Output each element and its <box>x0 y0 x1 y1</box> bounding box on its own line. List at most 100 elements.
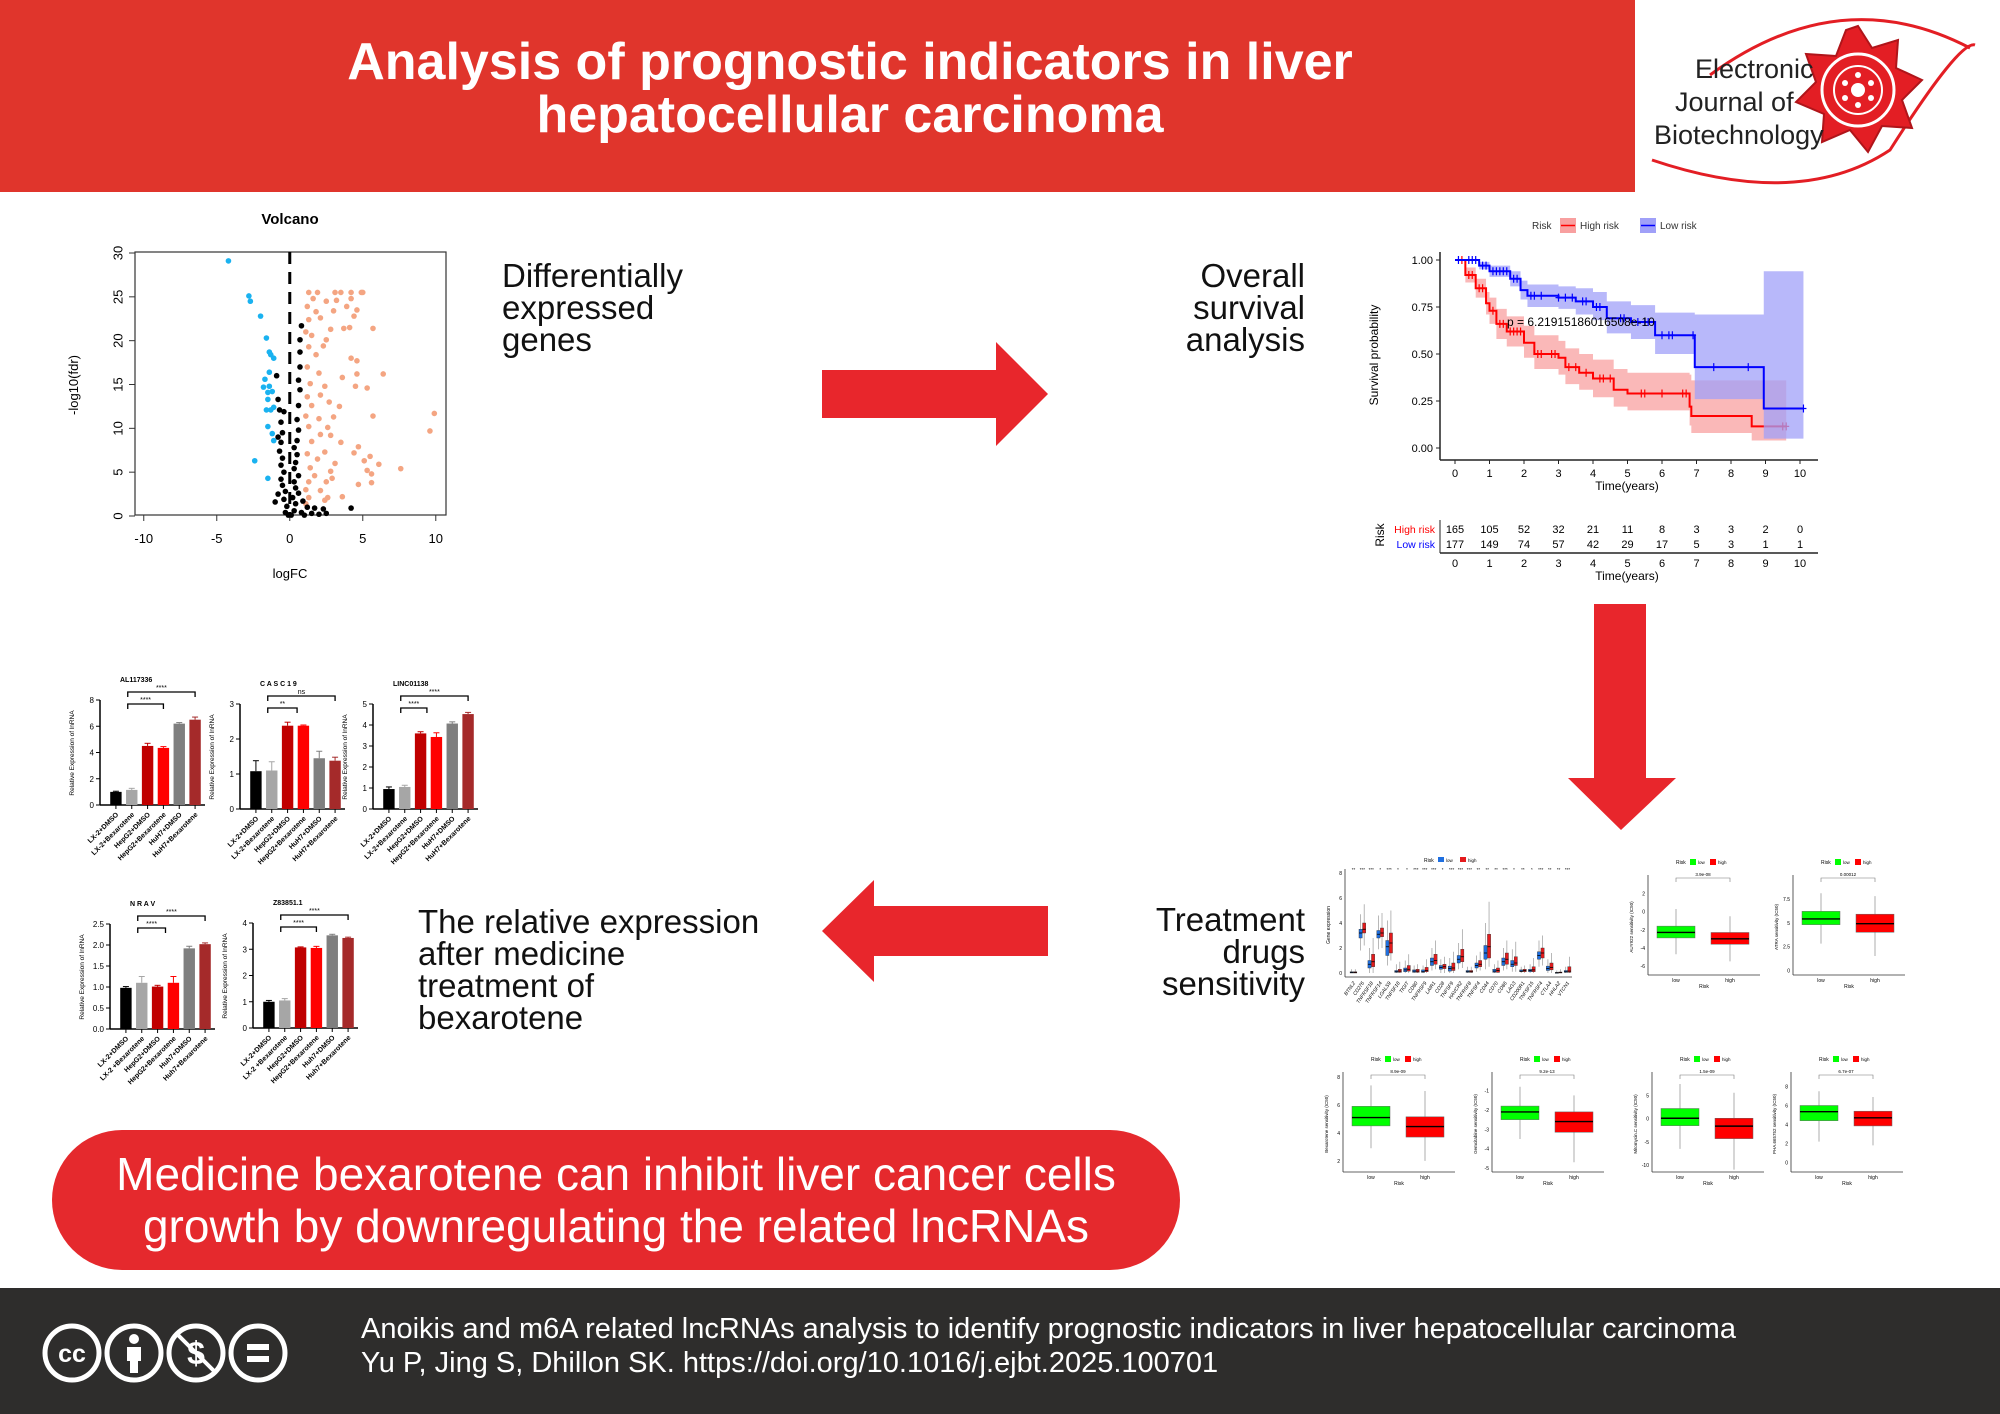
censor-mark <box>1621 314 1628 323</box>
y-tick-label: 5 <box>1787 921 1790 927</box>
risk-count: 3 <box>1693 524 1699 536</box>
y-tick-label: 2 <box>1337 1159 1340 1165</box>
citation-authors-doi[interactable]: Yu P, Jing S, Dhillon SK. https://doi.or… <box>361 1347 1219 1379</box>
censor-mark <box>1483 261 1490 270</box>
point-down <box>263 335 270 341</box>
point-up <box>348 355 354 361</box>
y-tick-label: 3 <box>230 700 235 709</box>
noncommercial-icon: $ <box>166 1323 226 1383</box>
bar <box>266 770 278 809</box>
legend-label: low <box>1841 1057 1849 1062</box>
boxplot-PHA665752: Risk low high 0 2 4 6 8 PHA.665752 sensitivity (… <box>1772 1056 1903 1187</box>
y-axis-label: -log10(fdr) <box>66 355 81 415</box>
boxplot-Bexarotene: Risk low high 2 4 6 8 Bexarotene sensitivity (I… <box>1324 1056 1455 1187</box>
point-down <box>266 369 273 376</box>
point-up <box>351 450 357 456</box>
point-up <box>348 289 354 296</box>
risk-table-title: Risk <box>1373 522 1387 546</box>
y-tick-label: 2 <box>363 763 368 772</box>
point-not-significant <box>311 505 318 511</box>
point-up <box>364 467 370 474</box>
x-tick-label: 3 <box>1555 468 1561 480</box>
deg-label-line: Differentially <box>502 257 683 294</box>
y-tick-label: 0 <box>363 805 368 814</box>
point-not-significant <box>279 482 286 489</box>
point-up <box>307 380 314 387</box>
y-axis-label: Relative Expression of lnRNA <box>79 934 86 1020</box>
point-not-significant <box>291 465 297 472</box>
x-tick-label: high <box>1569 1175 1579 1181</box>
point-up <box>304 364 311 370</box>
point-up <box>323 479 330 485</box>
risk-count: 165 <box>1446 524 1464 536</box>
point-up <box>317 487 324 494</box>
box-low <box>1421 969 1425 973</box>
significance-label: *** <box>1565 867 1571 872</box>
bar <box>462 714 474 809</box>
censor-mark <box>1583 368 1590 377</box>
drugs-label: Treatment drugs sensitivity <box>1105 903 1305 1000</box>
censor-mark <box>1659 331 1665 340</box>
y-tick-label: 1.0 <box>93 983 105 992</box>
pvalue-label: 8.9e-09 <box>1390 1069 1406 1074</box>
legend-label: high <box>1718 860 1727 865</box>
bar <box>329 760 341 809</box>
point-up <box>354 358 360 364</box>
y-tick-label: 4 <box>1337 1131 1340 1137</box>
point-up <box>380 371 387 377</box>
y-tick-label: 4 <box>243 919 248 928</box>
y-tick-label: 7.5 <box>1783 897 1790 903</box>
risk-row-label: High risk <box>1394 524 1436 536</box>
point-not-significant <box>275 491 281 497</box>
point-up <box>367 453 373 460</box>
point-up <box>333 297 340 304</box>
confidence-band <box>1455 260 1804 439</box>
x-tick-label: 1 <box>1486 468 1492 480</box>
point-up <box>304 393 311 400</box>
point-up <box>314 289 321 296</box>
point-not-significant <box>281 496 287 503</box>
point-down <box>265 396 271 403</box>
point-up <box>322 383 328 390</box>
y-tick-label: 2 <box>1785 1142 1788 1148</box>
legend-label: low <box>1702 1057 1710 1062</box>
x-tick-label: 6 <box>1659 468 1665 480</box>
point-up <box>303 413 309 419</box>
censor-mark <box>1538 291 1545 300</box>
point-up <box>303 329 309 335</box>
risk-x-tick-label: 4 <box>1590 558 1596 570</box>
significance-label: *** <box>1369 867 1375 872</box>
censor-mark <box>1552 350 1559 358</box>
legend-title: Risk <box>1371 1057 1381 1063</box>
significance-label: *** <box>1431 867 1437 872</box>
y-axis-label: Relative Expression of lnRNA <box>222 933 229 1019</box>
point-up <box>327 326 334 333</box>
x-tick-label: high <box>1870 978 1880 984</box>
x-tick-label: 9 <box>1762 468 1768 480</box>
x-tick-label: 4 <box>1590 468 1596 480</box>
censor-mark <box>1659 389 1665 398</box>
box-low <box>1660 1108 1700 1126</box>
y-tick-label: 1 <box>363 784 368 793</box>
attribution-icon <box>104 1323 164 1383</box>
y-tick-label: 2.0 <box>93 941 105 950</box>
significance-label: *** <box>1449 867 1455 872</box>
box-high <box>1567 966 1572 973</box>
x-tick-label: 5 <box>359 531 366 546</box>
risk-count: 21 <box>1587 524 1599 536</box>
pvalue-label: 1.5e-09 <box>1699 1069 1715 1074</box>
legend-label: High risk <box>1580 221 1620 232</box>
legend-swatch <box>1460 857 1466 862</box>
y-tick-label: -3 <box>1485 1127 1490 1133</box>
point-up <box>327 468 334 475</box>
point-not-significant <box>284 503 290 510</box>
pvalue-bracket <box>1370 1074 1426 1079</box>
point-up <box>316 370 322 376</box>
point-up <box>311 472 318 479</box>
pvalue-bracket <box>1820 877 1876 882</box>
point-not-significant <box>278 439 284 446</box>
y-tick-label: 8 <box>90 696 95 705</box>
x-axis-label: Risk <box>1844 984 1854 990</box>
point-up <box>354 371 360 377</box>
y-tick-label: 0.25 <box>1412 396 1433 408</box>
